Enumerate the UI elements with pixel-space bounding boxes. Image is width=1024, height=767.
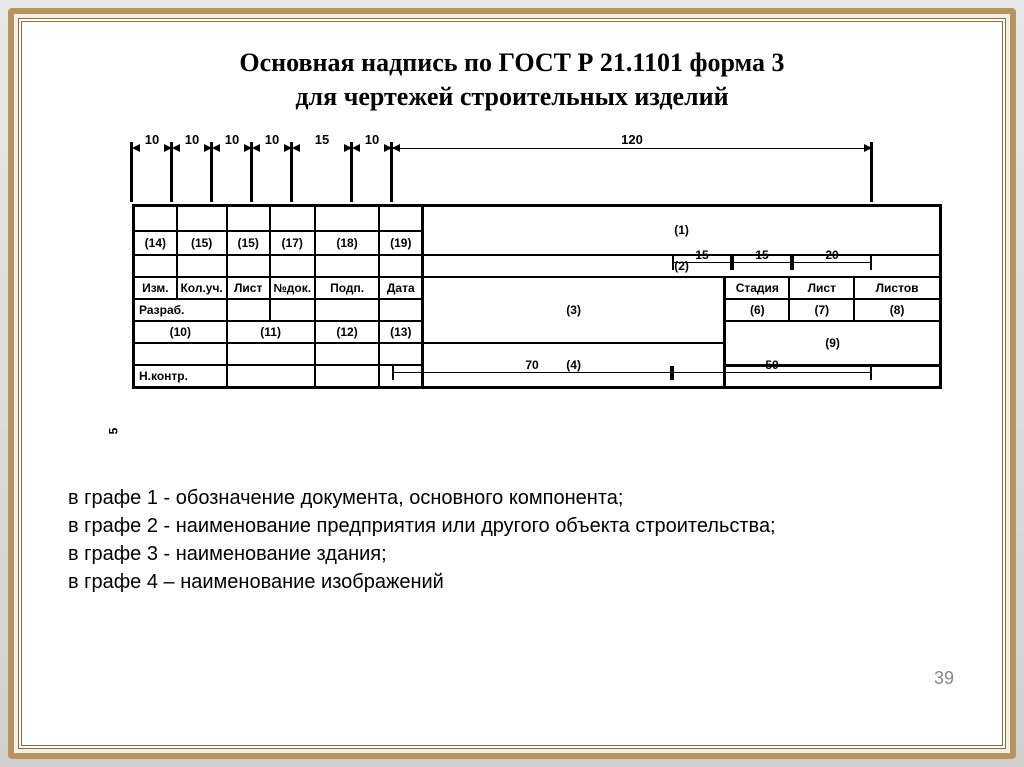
dim-right-15a: 15 <box>672 252 732 272</box>
dim-bottom-50: 50 <box>672 362 872 382</box>
role-razrab: Разраб. <box>134 299 227 321</box>
field-8: (8) <box>854 299 940 321</box>
dim-right-20: 20 <box>792 252 872 272</box>
dim-120: 120 <box>392 132 872 147</box>
title-line-2: для чертежей строительных изделий <box>295 82 728 111</box>
field-10: (10) <box>134 321 227 343</box>
field-14: (14) <box>134 231 177 255</box>
note-1: в графе 1 - обозначение документа, основ… <box>68 484 956 512</box>
hdr-data: Дата <box>379 277 422 299</box>
slide-gold-frame: Основная надпись по ГОСТ Р 21.1101 форма… <box>8 8 1016 759</box>
slide-content: Основная надпись по ГОСТ Р 21.1101 форма… <box>18 18 1006 749</box>
hdr-podp: Подп. <box>315 277 380 299</box>
field-17: (17) <box>270 231 315 255</box>
field-6: (6) <box>725 299 790 321</box>
role-nkontr: Н.контр. <box>134 365 227 387</box>
dim-bottom-70: 70 <box>392 362 672 382</box>
hdr-izm: Изм. <box>134 277 177 299</box>
hdr-koluch: Кол.уч. <box>177 277 227 299</box>
slide-outer: Основная надпись по ГОСТ Р 21.1101 форма… <box>0 0 1024 767</box>
dim-15: 15 <box>292 132 352 147</box>
field-7: (7) <box>789 299 854 321</box>
dim-right-15b: 15 <box>732 252 792 272</box>
title-line-1: Основная надпись по ГОСТ Р 21.1101 форма… <box>239 48 784 77</box>
hdr-list: Лист <box>227 277 270 299</box>
gost-stamp-diagram: 10 10 10 10 15 10 120 <box>72 124 952 474</box>
page-number: 39 <box>934 668 954 689</box>
hdr-ndok: №док. <box>270 277 315 299</box>
field-3: (3) <box>423 277 725 343</box>
hdr-stadia: Стадия <box>725 277 790 299</box>
field-18: (18) <box>315 231 380 255</box>
note-3: в графе 3 - наименование здания; <box>68 540 956 568</box>
field-15b: (15) <box>227 231 270 255</box>
hdr-list2: Лист <box>789 277 854 299</box>
field-12: (12) <box>315 321 380 343</box>
notes-block: в графе 1 - обозначение документа, основ… <box>58 484 966 596</box>
note-2: в графе 2 - наименование предприятия или… <box>68 512 956 540</box>
note-4: в графе 4 – наименование изображений <box>68 568 956 596</box>
hdr-listov: Листов <box>854 277 940 299</box>
dim-left-margin: 5 <box>106 427 120 434</box>
slide-title: Основная надпись по ГОСТ Р 21.1101 форма… <box>58 46 966 114</box>
dimension-row-top: 10 10 10 10 15 10 120 <box>132 134 942 174</box>
field-15a: (15) <box>177 231 227 255</box>
field-11: (11) <box>227 321 315 343</box>
field-13: (13) <box>379 321 422 343</box>
field-19: (19) <box>379 231 422 255</box>
